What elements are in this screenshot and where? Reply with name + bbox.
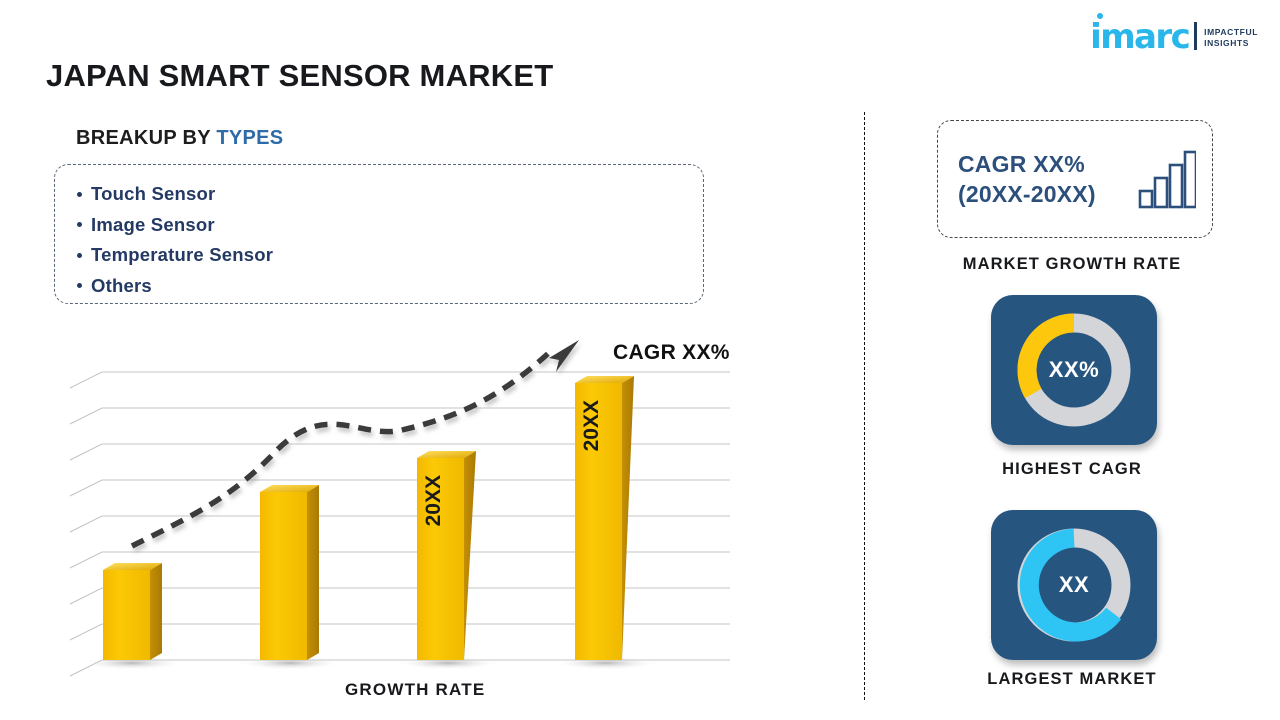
page-subtitle: BREAKUP BY TYPES (76, 127, 283, 150)
largest-market-donut (1017, 528, 1131, 642)
subtitle-prefix: BREAKUP BY (76, 127, 217, 149)
highest-cagr-card: XX% (991, 295, 1157, 445)
largest-market-caption: LARGEST MARKET (987, 670, 1157, 688)
list-item-label: Image Sensor (91, 213, 215, 235)
logo-tagline-line1: IMPACTFUL (1204, 27, 1258, 37)
bar-4-label: 20XX (580, 400, 603, 451)
chart-x-axis-label: GROWTH RATE (345, 680, 486, 699)
bullet-dot-icon (77, 191, 82, 197)
subtitle-accent: TYPES (216, 127, 284, 149)
logo-dot-icon (1097, 13, 1104, 19)
cagr-period: (20XX-20XX) (958, 181, 1096, 207)
list-item-label: Temperature Sensor (91, 244, 274, 265)
bar-4: 20XX (575, 376, 634, 660)
bar-2 (260, 485, 319, 660)
bar-shadows (80, 656, 658, 670)
logo-divider (1194, 22, 1198, 50)
logo-tagline: IMPACTFUL INSIGHTS (1204, 27, 1258, 49)
page-title: JAPAN SMART SENSOR MARKET (46, 58, 554, 93)
logo-wordmark: imarc (1090, 13, 1191, 54)
trend-arrowhead-icon (549, 340, 579, 372)
cagr-value: CAGR XX% (958, 151, 1085, 177)
chart-canvas: 20XX 20XX (69, 340, 730, 677)
growth-rate-bar-chart: 20XX 20XX (62, 330, 762, 690)
chart-gridlines (69, 371, 730, 677)
logo-tagline-line2: INSIGHTS (1204, 38, 1250, 48)
list-item: Temperature Sensor (77, 240, 703, 271)
breakup-types-box: Touch Sensor Image Sensor Temperature Se… (54, 164, 704, 304)
cagr-trend-line (130, 340, 579, 549)
cagr-box-text: CAGR XX% (20XX-20XX) (958, 149, 1096, 209)
list-item-label: Others (91, 274, 152, 296)
bullet-dot-icon (77, 252, 82, 258)
bullet-dot-icon (77, 222, 82, 228)
market-growth-rate-box: CAGR XX% (20XX-20XX) (937, 120, 1213, 238)
highest-cagr-donut (1017, 313, 1131, 427)
bar-1 (103, 563, 162, 660)
cagr-trend-label: CAGR XX% (613, 341, 730, 364)
list-item: Touch Sensor (77, 179, 703, 210)
list-item: Others (77, 271, 703, 302)
largest-market-value: XX (1058, 572, 1090, 597)
imarc-logo: imarc IMPACTFUL INSIGHTS (1090, 13, 1258, 54)
logo-text: imarc (1090, 17, 1191, 57)
largest-market-card: XX (991, 510, 1157, 660)
bar-3: 20XX (417, 451, 476, 660)
list-item: Image Sensor (77, 210, 703, 241)
highest-cagr-value: XX% (1048, 357, 1100, 382)
highest-cagr-caption: HIGHEST CAGR (1002, 460, 1142, 478)
list-item-label: Touch Sensor (91, 183, 216, 204)
right-panel-captions: MARKET GROWTH RATE HIGHEST CAGR LARGEST … (864, 0, 1280, 720)
panel-divider (864, 112, 865, 700)
bullet-dot-icon (77, 283, 82, 289)
market-growth-rate-caption: MARKET GROWTH RATE (962, 255, 1182, 273)
bar-chart-icon (1138, 150, 1196, 209)
bar-3-label: 20XX (422, 475, 445, 526)
